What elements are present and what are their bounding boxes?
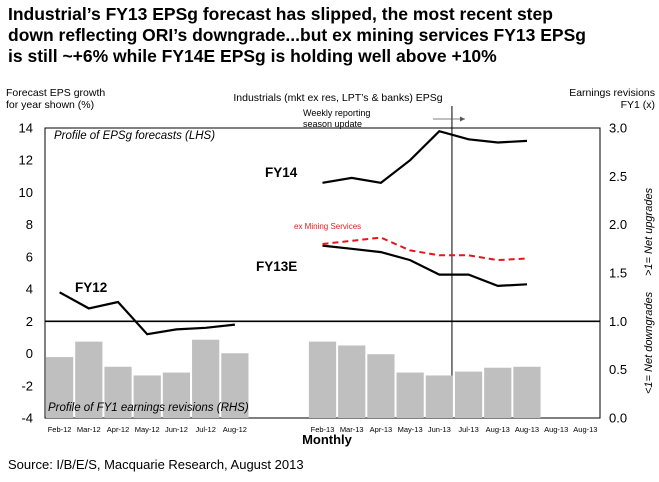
left-tick-label: 12 <box>19 153 33 168</box>
x-tick-label: Jul-12 <box>195 425 215 434</box>
weekly-update-annotation: Weekly reporting season update <box>303 108 370 129</box>
left-tick-label: 10 <box>19 185 33 200</box>
left-tick-label: 2 <box>26 314 33 329</box>
left-tick-label: 14 <box>19 121 33 136</box>
revision-bar <box>396 372 424 418</box>
net-downgrades-label: <1= Net downgrades <box>643 291 655 394</box>
series-line-ex-mining-services <box>322 236 528 262</box>
x-tick-label: Feb-13 <box>311 425 335 434</box>
x-tick-label: Apr-12 <box>107 425 130 434</box>
revision-bar <box>484 367 512 418</box>
weekly-update-arrow-head <box>460 116 465 122</box>
right-axis-label: Earnings revisions FY1 (x) <box>569 87 655 111</box>
chart-title: Industrials (mkt ex res, LPT’s & banks) … <box>233 92 442 104</box>
revision-bar <box>338 345 366 418</box>
x-tick-label: Aug-13 <box>544 425 568 434</box>
chart-headline: Industrial’s FY13 EPSg forecast has slip… <box>8 4 586 66</box>
x-tick-label: May-13 <box>398 425 423 434</box>
x-tick-label: Mar-12 <box>77 425 101 434</box>
series-line-fy13e <box>322 244 528 288</box>
revision-bar <box>192 339 220 418</box>
right-tick-label: 1.5 <box>609 266 627 281</box>
left-tick-label: -2 <box>21 378 33 393</box>
x-tick-label: Mar-13 <box>340 425 364 434</box>
right-tick-label: 2.0 <box>609 217 627 232</box>
x-axis-title: Monthly <box>302 432 353 447</box>
x-tick-label: Aug-13 <box>515 425 539 434</box>
right-tick-label: 2.5 <box>609 169 627 184</box>
right-tick-label: 0.0 <box>609 411 627 426</box>
fy14-label: FY14 <box>265 165 298 180</box>
right-tick-label: 3.0 <box>609 121 627 136</box>
x-tick-label: Feb-12 <box>48 425 72 434</box>
revision-bar <box>425 375 453 418</box>
revision-bar <box>367 354 395 418</box>
revision-bar <box>221 353 249 418</box>
series-line-fy14 <box>322 129 528 184</box>
net-upgrades-label: >1= Net upgrades <box>643 187 655 276</box>
x-tick-label: Aug-12 <box>223 425 247 434</box>
revision-bar <box>75 341 103 418</box>
x-tick-label: Jun-13 <box>428 425 451 434</box>
x-tick-label: Jul-13 <box>458 425 478 434</box>
revision-bar <box>454 371 483 418</box>
revision-bar <box>46 357 74 418</box>
fy13e-label: FY13E <box>256 259 297 274</box>
x-tick-label: May-12 <box>135 425 160 434</box>
x-tick-label: Apr-13 <box>370 425 393 434</box>
left-tick-label: 6 <box>26 249 33 264</box>
left-tick-label: 4 <box>26 282 33 297</box>
revision-bar <box>308 341 337 418</box>
ex-mining-label: ex Mining Services <box>294 222 361 231</box>
x-tick-label: Aug-13 <box>486 425 510 434</box>
left-tick-label: -4 <box>21 411 33 426</box>
x-tick-label: Jun-12 <box>165 425 188 434</box>
x-tick-label: Aug-13 <box>573 425 597 434</box>
right-tick-label: 0.5 <box>609 362 627 377</box>
revision-bar <box>104 366 132 418</box>
source-note: Source: I/B/E/S, Macquarie Research, Aug… <box>8 457 304 472</box>
revisions-profile-annotation: Profile of FY1 earnings revisions (RHS) <box>48 402 249 414</box>
left-axis-label: Forecast EPS growth for year shown (%) <box>6 87 105 111</box>
revision-bar <box>133 375 161 418</box>
revision-bar <box>162 372 191 418</box>
eps-profile-annotation: Profile of EPSg forecasts (LHS) <box>54 130 215 142</box>
left-tick-label: 8 <box>26 217 33 232</box>
left-tick-label: 0 <box>26 346 33 361</box>
right-tick-label: 1.0 <box>609 314 627 329</box>
revision-bar <box>513 366 541 418</box>
fy12-label: FY12 <box>75 280 107 295</box>
series-line-fy12 <box>59 291 236 336</box>
